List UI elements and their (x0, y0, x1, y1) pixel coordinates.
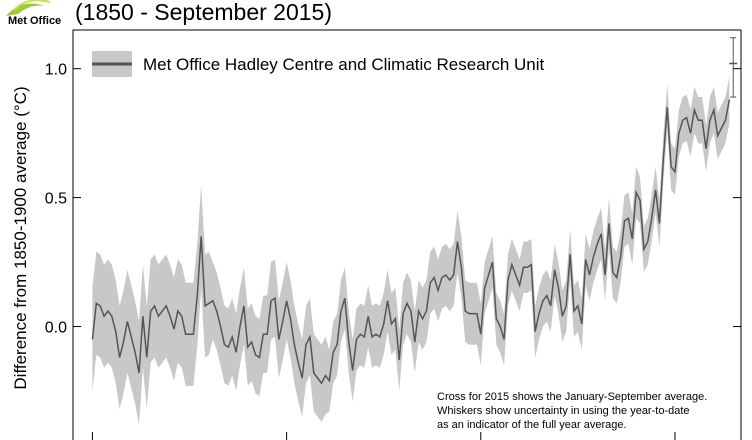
y-tick-label: 0.0 (45, 320, 67, 337)
logo-swoosh (13, 0, 51, 11)
annotation-line: Cross for 2015 shows the January-Septemb… (437, 391, 707, 403)
annotation-line: as an indicator of the full year average… (437, 419, 627, 431)
chart-title: (1850 - September 2015) (75, 0, 332, 25)
uncertainty-band (92, 76, 730, 425)
plot-frame (72, 29, 742, 440)
series-line (91, 99, 731, 385)
y-axis-label: Difference from 1850-1900 average (°C) (11, 86, 30, 389)
annotation: Cross for 2015 shows the January-Septemb… (437, 391, 707, 431)
legend-label: Met Office Hadley Centre and Climatic Re… (143, 55, 545, 74)
logo-swoosh (6, 3, 44, 16)
plot (91, 37, 738, 425)
y-tick-label: 1.0 (45, 62, 67, 79)
logo: Met Office (8, 15, 61, 27)
annotation-line: Whiskers show uncertainty in using the y… (437, 405, 690, 417)
legend: Met Office Hadley Centre and Climatic Re… (92, 51, 545, 77)
y-tick-label: 0.5 (45, 191, 67, 208)
